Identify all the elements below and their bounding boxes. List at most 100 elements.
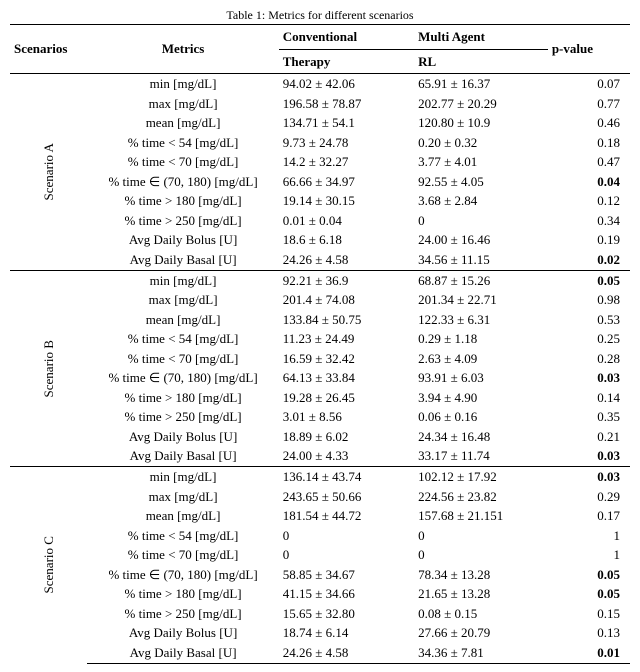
conv-cell: 92.21 ± 36.9 (279, 270, 414, 290)
metrics-table: Scenarios Metrics Conventional Multi Age… (10, 24, 630, 664)
metric-cell: Avg Daily Basal [U] (87, 250, 278, 270)
conv-cell: 9.73 ± 24.78 (279, 133, 414, 153)
pvalue-cell: 0.05 (548, 270, 630, 290)
conv-cell: 134.71 ± 54.1 (279, 113, 414, 133)
pvalue-cell: 0.77 (548, 94, 630, 114)
marl-cell: 0.20 ± 0.32 (414, 133, 548, 153)
scenario-label: Scenario B (10, 270, 87, 466)
hdr-metrics: Metrics (87, 25, 278, 74)
metric-cell: % time > 250 [mg/dL] (87, 407, 278, 427)
pvalue-cell: 0.35 (548, 407, 630, 427)
conv-cell: 19.14 ± 30.15 (279, 191, 414, 211)
conv-cell: 94.02 ± 42.06 (279, 74, 414, 94)
pvalue-cell: 0.02 (548, 250, 630, 270)
marl-cell: 0 (414, 526, 548, 546)
marl-cell: 68.87 ± 15.26 (414, 270, 548, 290)
pvalue-cell: 1 (548, 545, 630, 565)
metric-cell: min [mg/dL] (87, 270, 278, 290)
metric-cell: % time < 70 [mg/dL] (87, 152, 278, 172)
conv-cell: 58.85 ± 34.67 (279, 565, 414, 585)
pvalue-cell: 0.29 (548, 487, 630, 507)
marl-cell: 3.68 ± 2.84 (414, 191, 548, 211)
pvalue-cell: 0.19 (548, 230, 630, 250)
pvalue-cell: 0.46 (548, 113, 630, 133)
marl-cell: 202.77 ± 20.29 (414, 94, 548, 114)
conv-cell: 181.54 ± 44.72 (279, 506, 414, 526)
conv-cell: 201.4 ± 74.08 (279, 290, 414, 310)
conv-cell: 24.00 ± 4.33 (279, 446, 414, 466)
pvalue-cell: 0.47 (548, 152, 630, 172)
conv-cell: 64.13 ± 33.84 (279, 368, 414, 388)
metric-cell: Avg Daily Bolus [U] (87, 623, 278, 643)
marl-cell: 92.55 ± 4.05 (414, 172, 548, 192)
marl-cell: 102.12 ± 17.92 (414, 467, 548, 487)
conv-cell: 11.23 ± 24.49 (279, 329, 414, 349)
conv-cell: 243.65 ± 50.66 (279, 487, 414, 507)
pvalue-cell: 0.13 (548, 623, 630, 643)
pvalue-cell: 1 (548, 526, 630, 546)
marl-cell: 224.56 ± 23.82 (414, 487, 548, 507)
metric-cell: mean [mg/dL] (87, 506, 278, 526)
marl-cell: 0.29 ± 1.18 (414, 329, 548, 349)
hdr-marl-2: RL (414, 49, 548, 74)
conv-cell: 15.65 ± 32.80 (279, 604, 414, 624)
hdr-marl-1: Multi Agent (414, 25, 548, 50)
pvalue-cell: 0.07 (548, 74, 630, 94)
metric-cell: Avg Daily Bolus [U] (87, 230, 278, 250)
metric-cell: max [mg/dL] (87, 487, 278, 507)
marl-cell: 24.00 ± 16.46 (414, 230, 548, 250)
marl-cell: 0.08 ± 0.15 (414, 604, 548, 624)
metric-cell: min [mg/dL] (87, 74, 278, 94)
metric-cell: % time ∈ (70, 180) [mg/dL] (87, 368, 278, 388)
metric-cell: max [mg/dL] (87, 290, 278, 310)
marl-cell: 65.91 ± 16.37 (414, 74, 548, 94)
marl-cell: 0.06 ± 0.16 (414, 407, 548, 427)
metric-cell: % time < 54 [mg/dL] (87, 329, 278, 349)
marl-cell: 3.77 ± 4.01 (414, 152, 548, 172)
metric-cell: mean [mg/dL] (87, 310, 278, 330)
metric-cell: % time > 250 [mg/dL] (87, 604, 278, 624)
metric-cell: % time > 180 [mg/dL] (87, 584, 278, 604)
metric-cell: % time > 180 [mg/dL] (87, 191, 278, 211)
conv-cell: 0 (279, 545, 414, 565)
marl-cell: 21.65 ± 13.28 (414, 584, 548, 604)
conv-cell: 24.26 ± 4.58 (279, 250, 414, 270)
conv-cell: 0 (279, 526, 414, 546)
metric-cell: % time > 250 [mg/dL] (87, 211, 278, 231)
hdr-conv-1: Conventional (279, 25, 414, 50)
metric-cell: Avg Daily Bolus [U] (87, 427, 278, 447)
table-caption: Table 1: Metrics for different scenarios (10, 8, 630, 23)
marl-cell: 2.63 ± 4.09 (414, 349, 548, 369)
metric-cell: % time ∈ (70, 180) [mg/dL] (87, 565, 278, 585)
marl-cell: 34.56 ± 11.15 (414, 250, 548, 270)
pvalue-cell: 0.28 (548, 349, 630, 369)
marl-cell: 0 (414, 211, 548, 231)
pvalue-cell: 0.21 (548, 427, 630, 447)
hdr-pval: p-value (548, 25, 630, 74)
conv-cell: 133.84 ± 50.75 (279, 310, 414, 330)
metric-cell: % time > 180 [mg/dL] (87, 388, 278, 408)
metric-cell: Avg Daily Basal [U] (87, 446, 278, 466)
scenario-label: Scenario C (10, 467, 87, 663)
pvalue-cell: 0.53 (548, 310, 630, 330)
pvalue-cell: 0.25 (548, 329, 630, 349)
scenario-label: Scenario A (10, 74, 87, 270)
metric-cell: % time < 70 [mg/dL] (87, 349, 278, 369)
pvalue-cell: 0.17 (548, 506, 630, 526)
pvalue-cell: 0.98 (548, 290, 630, 310)
marl-cell: 93.91 ± 6.03 (414, 368, 548, 388)
conv-cell: 18.89 ± 6.02 (279, 427, 414, 447)
conv-cell: 3.01 ± 8.56 (279, 407, 414, 427)
conv-cell: 19.28 ± 26.45 (279, 388, 414, 408)
marl-cell: 0 (414, 545, 548, 565)
pvalue-cell: 0.15 (548, 604, 630, 624)
marl-cell: 120.80 ± 10.9 (414, 113, 548, 133)
conv-cell: 41.15 ± 34.66 (279, 584, 414, 604)
pvalue-cell: 0.05 (548, 584, 630, 604)
conv-cell: 24.26 ± 4.58 (279, 643, 414, 663)
pvalue-cell: 0.03 (548, 467, 630, 487)
pvalue-cell: 0.05 (548, 565, 630, 585)
conv-cell: 0.01 ± 0.04 (279, 211, 414, 231)
marl-cell: 24.34 ± 16.48 (414, 427, 548, 447)
metric-cell: mean [mg/dL] (87, 113, 278, 133)
